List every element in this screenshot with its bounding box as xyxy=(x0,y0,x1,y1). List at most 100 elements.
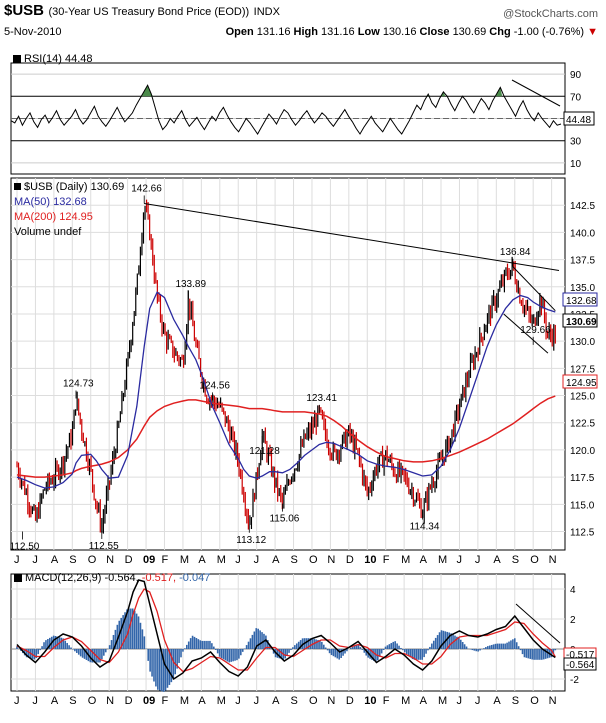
macd-x-tick-label: D xyxy=(346,695,354,707)
macd-x-tick-label: J xyxy=(456,695,462,707)
chg-label: Chg xyxy=(489,26,511,38)
price-annotation-label: 142.66 xyxy=(131,183,162,194)
rsi-line xyxy=(10,84,562,135)
price-x-tick-label: J xyxy=(475,554,481,566)
rsi-legend-text: RSI(14) 44.48 xyxy=(24,53,92,65)
ma50-last-box xyxy=(562,292,598,307)
rsi-tick-label: 30 xyxy=(570,137,582,148)
volume-legend: Volume undef xyxy=(14,226,82,238)
price-tick-label: 137.5 xyxy=(570,256,595,267)
chart-header: $USB (30-Year US Treasury Bond Price (EO… xyxy=(4,2,602,26)
macd-x-tick-label: M xyxy=(180,695,189,707)
price-annotation-label: 136.84 xyxy=(500,247,531,258)
rsi-tick-label: 90 xyxy=(570,70,582,81)
price-trendline xyxy=(512,266,556,312)
price-x-tick-label: O xyxy=(88,554,97,566)
macd-last: -0.564 xyxy=(566,660,595,671)
macd-x-tick-label: F xyxy=(383,695,390,707)
macd-x-tick-label: M xyxy=(401,695,410,707)
ma200-last-box xyxy=(562,374,598,389)
ma200-last-value: 124.95 xyxy=(566,378,597,389)
macd-legend: MACD(12,26,9) -0.564, -0.517, -0.047 xyxy=(14,572,210,584)
price-x-tick-label: S xyxy=(512,554,519,566)
macd-x-tick-label: O xyxy=(88,695,97,707)
price-tick-label: 115.0 xyxy=(570,500,595,511)
price-x-tick-label: A xyxy=(272,554,280,566)
macd-x-tick-label: A xyxy=(420,695,428,707)
price-annotation-label: 112.50 xyxy=(10,542,40,553)
macd-x-tick-label: A xyxy=(198,695,206,707)
macd-signal-box xyxy=(563,647,597,661)
price-x-tick-label: A xyxy=(493,554,501,566)
rsi-last-value: 44.48 xyxy=(566,115,591,126)
close-last-value: 130.69 xyxy=(566,317,597,328)
quote-date: 5-Nov-2010 xyxy=(4,26,62,38)
low-label: Low xyxy=(357,26,380,38)
price-annotation-label: 133.89 xyxy=(175,279,206,290)
macd-tick-label: 2 xyxy=(570,615,576,626)
exchange-label: INDX xyxy=(253,6,280,18)
price-tick-label: 140.0 xyxy=(570,228,595,239)
macd-grid xyxy=(11,574,565,691)
price-x-tick-label: N xyxy=(106,554,114,566)
price-x-tick-label: 10 xyxy=(364,554,376,566)
macd-x-tick-label: S xyxy=(291,695,298,707)
close-label: Close xyxy=(419,26,450,38)
macd-signal-last: -0.517 xyxy=(566,650,595,661)
ma50-line xyxy=(16,291,556,489)
price-annotation-label: 114.34 xyxy=(410,521,440,532)
price-x-tick-label: J xyxy=(456,554,462,566)
price-x-tick-label: M xyxy=(438,554,447,566)
price-panel-frame xyxy=(10,177,566,551)
price-annotation-label: 121.28 xyxy=(249,446,280,457)
price-x-tick-label: O xyxy=(309,554,318,566)
macd-panel-frame xyxy=(10,573,566,692)
close-value: 130.69 xyxy=(452,26,487,38)
macd-x-tick-label: A xyxy=(51,695,59,707)
macd-x-tick-label: O xyxy=(530,695,539,707)
price-tick-label: 142.5 xyxy=(570,201,595,212)
rsi-y-ticks: 90 70 50 30 10 xyxy=(570,70,582,170)
rsi-tick-label: 70 xyxy=(570,92,582,103)
price-x-tick-label: 09 xyxy=(143,554,155,566)
price-x-tick-label: F xyxy=(161,554,168,566)
macd-legend-macd: -0.564, xyxy=(104,572,138,584)
macd-x-tick-label: M xyxy=(438,695,447,707)
close-last-box xyxy=(562,313,598,328)
macd-panel: 420-2 -0.517 -0.564 J J A S O N D 09 F M A M J J A S O N D… xyxy=(10,572,597,707)
macd-x-tick-label: S xyxy=(69,695,76,707)
ticker-symbol: $USB xyxy=(4,2,45,19)
macd-tick-label: 4 xyxy=(570,585,576,596)
macd-x-tick-label: 10 xyxy=(364,695,376,707)
price-x-tick-label: M xyxy=(217,554,226,566)
price-tick-label: 125.0 xyxy=(570,392,595,403)
price-x-tick-label: A xyxy=(420,554,428,566)
price-annotation-label: 124.56 xyxy=(199,380,230,391)
price-annotations: 112.50 124.73 112.55 142.66 133.89 124.56 113.… xyxy=(10,183,552,552)
macd-legend-text: MACD(12,26,9) -0.564, -0.517, -0.047 xyxy=(25,572,210,584)
price-tick-label: 117.5 xyxy=(570,473,595,484)
rsi-last-value-box xyxy=(563,111,595,126)
price-tick-label: 120.0 xyxy=(570,446,595,457)
rsi-tick-label: 50 xyxy=(570,115,582,126)
price-x-tick-label: D xyxy=(346,554,354,566)
macd-x-tick-label: J xyxy=(32,695,38,707)
macd-x-tick-label: N xyxy=(549,695,557,707)
low-value: 130.16 xyxy=(382,26,417,38)
open-value: 131.16 xyxy=(256,26,291,38)
macd-trend-line xyxy=(515,603,561,644)
macd-x-tick-label: S xyxy=(512,695,519,707)
macd-x-tick-label: N xyxy=(106,695,114,707)
chg-value: -1.00 (-0.76%) xyxy=(513,26,585,38)
rsi-panel: 90 70 50 30 10 44.48 RSI(14) 44.48 xyxy=(10,53,595,175)
price-trendline xyxy=(503,313,549,354)
macd-x-tick-label: O xyxy=(309,695,318,707)
price-tick-label: 112.5 xyxy=(570,528,595,539)
ticker-description: (30-Year US Treasury Bond Price (EOD)) xyxy=(48,6,250,18)
brand-label: @StockCharts.com xyxy=(503,8,598,20)
quote-bar: 5-Nov-2010 Open 131.16 High 131.16 Low 1… xyxy=(4,26,602,40)
rsi-panel-frame xyxy=(10,62,566,175)
price-y-ticks: 112.5 115.0 117.5 120.0 122.5 125.0 127.5 130.0… xyxy=(570,201,595,538)
ohlc-readout: Open 131.16 High 131.16 Low 130.16 Close… xyxy=(226,26,598,38)
